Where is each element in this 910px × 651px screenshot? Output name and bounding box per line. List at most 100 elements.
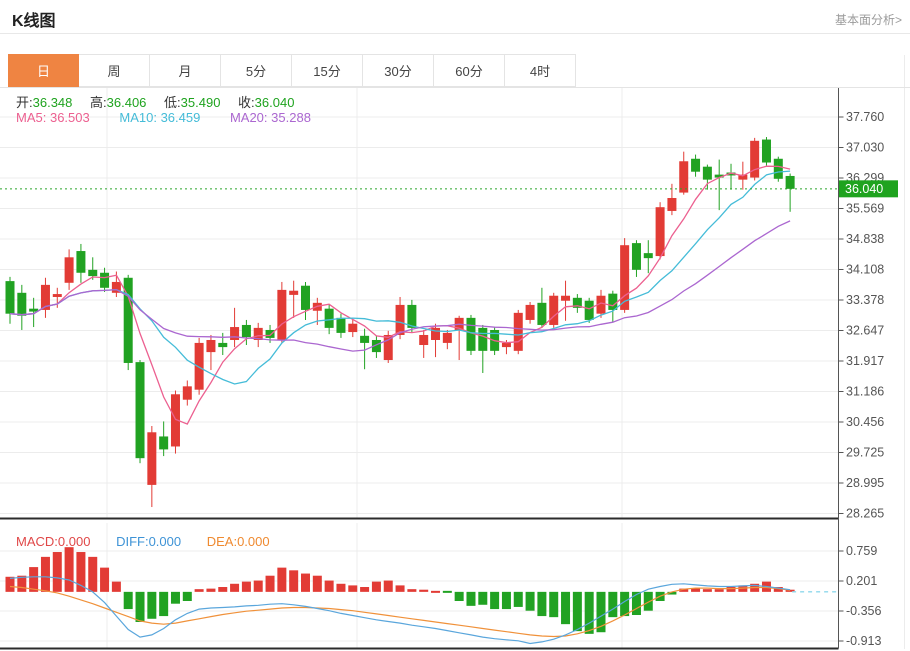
ma5-line (9, 165, 791, 425)
candle-body (679, 161, 689, 193)
macd-hist-bar (513, 591, 523, 607)
close-label: 收: (238, 95, 255, 110)
macd-hist-bar (40, 556, 50, 592)
axis-tick-label: 28.995 (846, 476, 884, 490)
macd-hist-bar (773, 587, 783, 592)
candle-body (253, 327, 263, 340)
axis-tick-label: 32.647 (846, 324, 884, 338)
candle-body (230, 327, 240, 340)
candle-body (407, 304, 417, 328)
fundamental-analysis-link[interactable]: 基本面分析> (834, 13, 902, 27)
candle-body (738, 174, 748, 180)
axis-tick-label: 37.760 (846, 110, 884, 124)
macd-hist-bar (64, 547, 74, 592)
open-label: 开: (16, 95, 33, 110)
candle-body (147, 432, 157, 485)
candle-body (241, 324, 251, 338)
candle-body (785, 175, 795, 189)
macd-hist-bar (277, 567, 287, 592)
candle-body (608, 293, 618, 310)
ma-readout: MA5: 36.503 MA10: 36.459 MA20: 35.288 (16, 110, 337, 125)
candle-body (135, 362, 145, 459)
axis-tick-label: 37.030 (846, 141, 884, 155)
macd-hist-bar (490, 591, 500, 610)
period-tab-bar: 日周月 5分 15分 30分 60分 4时 (8, 54, 576, 87)
macd-hist-bar (478, 591, 488, 605)
macd-hist-bar (537, 591, 547, 617)
tab-60min[interactable]: 60分 (434, 54, 505, 87)
tab-4hour[interactable]: 4时 (505, 54, 576, 87)
ohlc-readout: 开:36.348 高:36.406 低:35.490 收:36.040 (16, 92, 308, 111)
diff-value: 0.000 (148, 534, 182, 549)
macd-hist-bar (170, 591, 180, 604)
ma5-label: MA5: (16, 110, 47, 125)
page-title: K线图 (12, 13, 56, 30)
widget-right-border (904, 55, 905, 649)
macd-hist-bar (561, 591, 571, 625)
candle-body (324, 308, 334, 328)
macd-hist-bar (726, 587, 736, 592)
macd-value: 0.000 (57, 534, 91, 549)
axis-tick-label: 30.456 (846, 415, 884, 429)
candle-body (466, 317, 476, 351)
candle-body (76, 251, 86, 273)
candle-body (100, 272, 110, 288)
tab-month[interactable]: 月 (150, 54, 221, 87)
macd-hist-bar (100, 567, 110, 592)
candle-body (537, 302, 547, 325)
macd-hist-bar (230, 583, 240, 592)
candle-body (218, 342, 228, 348)
macd-hist-bar (123, 591, 133, 610)
candle-body (702, 166, 712, 180)
macd-hist-bar (182, 591, 192, 602)
tab-row-bottom-border (0, 87, 910, 88)
axis-tick-label: -0.356 (846, 604, 881, 618)
candle-body (301, 285, 310, 310)
macd-hist-bar (29, 567, 39, 592)
ma10-label: MA10: (119, 110, 157, 125)
tab-30min[interactable]: 30分 (363, 54, 434, 87)
macd-hist-bar (135, 591, 145, 622)
macd-hist-bar (702, 589, 712, 592)
ma20-line (9, 220, 791, 352)
axis-tick-label: -0.913 (846, 634, 881, 648)
tab-week[interactable]: 周 (79, 54, 150, 87)
axis-tick-label: 0.759 (846, 544, 877, 558)
dea-line (9, 585, 791, 638)
macd-hist-bar (371, 581, 381, 592)
candle-body (64, 257, 74, 283)
candle-body (5, 281, 15, 314)
current-price-tag (839, 180, 898, 198)
macd-hist-bar (265, 575, 275, 592)
candle-body (419, 334, 429, 346)
candle-body (336, 317, 346, 333)
macd-hist-bar (691, 588, 701, 592)
candle-body (643, 253, 653, 259)
macd-hist-bar (407, 589, 417, 592)
macd-hist-bar (206, 588, 216, 592)
macd-hist-bar (289, 570, 299, 592)
axis-tick-label: 31.186 (846, 385, 884, 399)
ma10-value: 36.459 (160, 110, 201, 125)
candle-body (773, 158, 783, 179)
ma20-label: MA20: (229, 110, 268, 125)
macd-hist-bar (76, 552, 86, 592)
axis-tick-label: 33.378 (846, 293, 884, 307)
candle-body (123, 277, 133, 363)
candle-body (691, 158, 701, 172)
macd-hist-bar (336, 583, 346, 592)
macd-hist-bar (159, 591, 169, 617)
macd-hist-bar (785, 589, 795, 592)
candle-body (596, 295, 606, 314)
candle-body (371, 339, 381, 353)
open-value: 36.348 (32, 95, 73, 110)
candle-body (277, 289, 287, 340)
tab-15min[interactable]: 15分 (292, 54, 363, 87)
macd-hist-bar (679, 588, 689, 592)
macd-hist-bar (395, 585, 405, 592)
tab-5min[interactable]: 5分 (221, 54, 292, 87)
tab-day[interactable]: 日 (8, 54, 79, 87)
candle-body (289, 290, 299, 295)
candle-body (360, 335, 370, 343)
candle-body (17, 292, 27, 316)
